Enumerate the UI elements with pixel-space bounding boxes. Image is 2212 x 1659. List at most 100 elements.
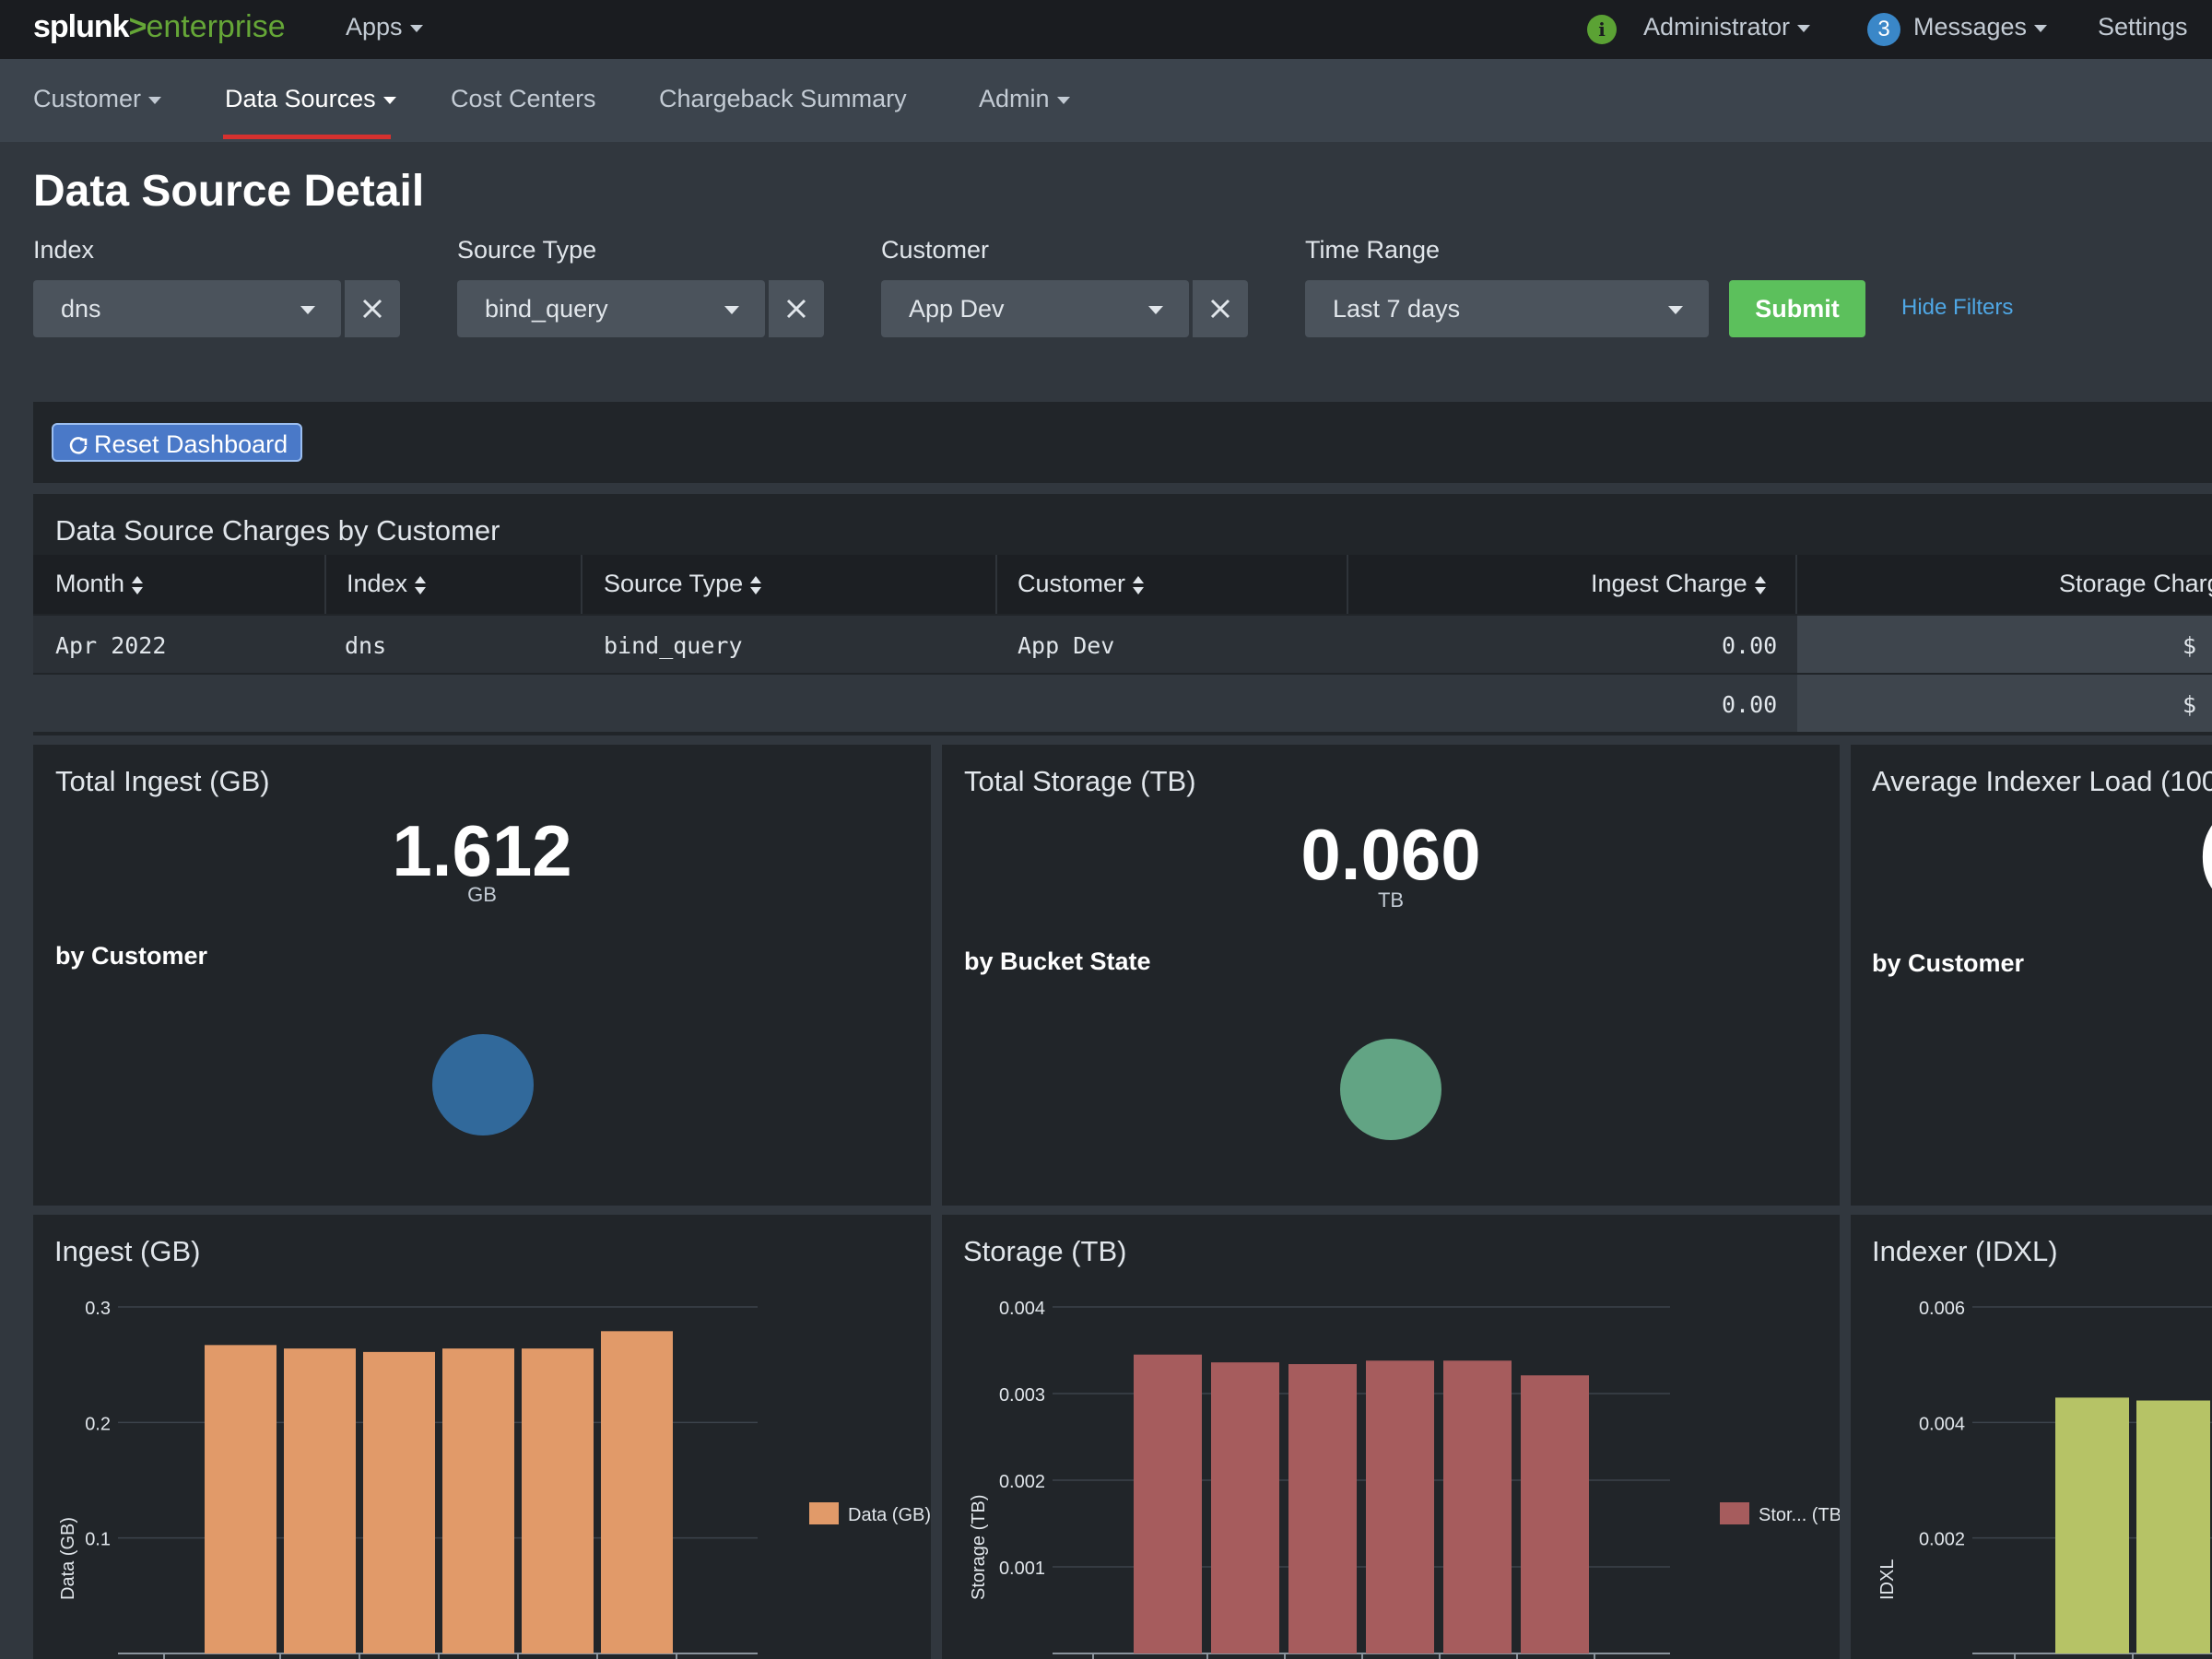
y-tick-label: 0.004 [1919, 1414, 1965, 1434]
indexer-chart-title: Indexer (IDXL) [1872, 1235, 2058, 1267]
sort-icon [1754, 575, 1766, 594]
column-header-month[interactable]: Month [55, 570, 144, 598]
ingest-by-customer-heading: by Customer [55, 942, 208, 970]
total-storage-title: Total Storage (TB) [964, 765, 1196, 797]
sort-icon [750, 575, 762, 594]
ingest-pie-slice[interactable] [432, 1034, 534, 1135]
close-icon [1210, 299, 1230, 319]
storage-chart-title: Storage (TB) [963, 1235, 1127, 1267]
bar[interactable] [522, 1348, 594, 1653]
apps-menu-label: Apps [346, 13, 403, 41]
indexer-load-value: ( [2199, 809, 2212, 893]
source-type-select[interactable]: bind_query [457, 280, 765, 337]
sort-icon [415, 575, 427, 594]
nav-item-chargeback-summary[interactable]: Chargeback Summary [659, 85, 907, 112]
apps-menu[interactable]: Apps [346, 13, 423, 41]
column-header-customer[interactable]: Customer [1018, 570, 1145, 598]
legend-label[interactable]: Stor... (TB) [1759, 1505, 1840, 1525]
column-header-source-type[interactable]: Source Type [604, 570, 762, 598]
y-axis-label: Storage (TB) [969, 1495, 989, 1600]
index-select[interactable]: dns [33, 280, 341, 337]
splunk-logo[interactable]: splunk>enterprise [33, 9, 286, 44]
messages-count-badge[interactable]: 3 [1867, 13, 1900, 46]
source-type-clear-button[interactable] [767, 280, 824, 337]
sort-icon [132, 575, 144, 594]
legend-swatch[interactable] [809, 1502, 839, 1524]
bar[interactable] [1134, 1354, 1202, 1653]
nav-item-admin[interactable]: Admin [979, 85, 1070, 113]
cell-storage-charge: $ [2183, 632, 2197, 659]
nav-item-customer[interactable]: Customer [33, 85, 162, 113]
total-ingest-unit: GB [467, 883, 497, 906]
customer-clear-button[interactable] [1191, 280, 1248, 337]
ingest-chart-title: Ingest (GB) [54, 1235, 201, 1267]
y-tick-label: 0.002 [1919, 1530, 1965, 1550]
messages-menu-label: Messages [1913, 13, 2028, 41]
table-header [33, 555, 2212, 614]
y-tick-label: 0.006 [1919, 1299, 1965, 1319]
column-divider [324, 555, 326, 614]
time-range-select[interactable]: Last 7 days [1305, 280, 1709, 337]
bar[interactable] [1443, 1360, 1512, 1653]
reset-row [33, 402, 2212, 483]
total-storage-charge: $ [2183, 691, 2197, 718]
top-bar [0, 0, 2212, 59]
chevron-down-icon [1056, 96, 1070, 104]
y-tick-label: 0.3 [85, 1299, 111, 1319]
total-ingest-value: 1.612 [392, 810, 572, 891]
bar[interactable] [2055, 1397, 2129, 1653]
active-nav-indicator [223, 135, 391, 139]
user-menu[interactable]: Administrator [1643, 13, 1811, 41]
indexer-load-title: Average Indexer Load (100 [1872, 765, 2212, 797]
bar[interactable] [601, 1331, 673, 1653]
y-tick-label: 0.2 [85, 1414, 111, 1434]
sort-icon [1133, 575, 1145, 594]
column-header-storage-charge[interactable]: Storage Charg [2059, 570, 2212, 597]
time-range-filter-label: Time Range [1305, 236, 1441, 264]
messages-menu[interactable]: Messages [1913, 13, 2048, 41]
column-header-index[interactable]: Index [347, 570, 427, 598]
column-divider [581, 555, 582, 614]
source-type-select-value: bind_query [485, 295, 608, 323]
bar[interactable] [1288, 1364, 1357, 1653]
nav-item-cost-centers[interactable]: Cost Centers [451, 85, 596, 112]
storage-pie-slice[interactable] [1340, 1039, 1441, 1140]
app-nav-bar [0, 59, 2212, 142]
bar[interactable] [1521, 1375, 1589, 1653]
dropdown-arrow-icon [1148, 306, 1163, 314]
bar[interactable] [442, 1348, 514, 1653]
dropdown-arrow-icon [724, 306, 739, 314]
storage-chart-panel: Storage (TB) 0.001 0.002 0.003 0.004 Storage… [942, 1215, 1840, 1659]
bar[interactable] [205, 1345, 276, 1653]
total-ingest-charge: 0.00 [1722, 691, 1778, 718]
bar[interactable] [2136, 1400, 2210, 1653]
storage-by-bucket-state-heading: by Bucket State [964, 947, 1151, 975]
y-tick-label: 0.001 [999, 1559, 1045, 1579]
legend-swatch[interactable] [1720, 1502, 1749, 1524]
reset-dashboard-button[interactable]: Reset Dashboard [52, 423, 302, 462]
bar[interactable] [1211, 1362, 1279, 1653]
customer-select[interactable]: App Dev [881, 280, 1189, 337]
index-clear-button[interactable] [343, 280, 400, 337]
reset-dashboard-label: Reset Dashboard [94, 430, 288, 458]
close-icon [362, 299, 382, 319]
column-divider [1347, 555, 1348, 614]
submit-button[interactable]: Submit [1729, 280, 1865, 337]
nav-item-data-sources[interactable]: Data Sources [225, 85, 396, 113]
total-ingest-title: Total Ingest (GB) [55, 765, 270, 797]
hide-filters-link[interactable]: Hide Filters [1901, 295, 2014, 320]
dropdown-arrow-icon [1668, 306, 1683, 314]
bar[interactable] [363, 1351, 435, 1653]
chevron-down-icon [2034, 24, 2048, 32]
bar[interactable] [1366, 1360, 1434, 1653]
indexer-load-panel: Average Indexer Load (100 ( by Customer [1851, 745, 2212, 1206]
settings-menu[interactable]: Settings [2098, 13, 2188, 41]
column-header-ingest-charge[interactable]: Ingest Charge [1591, 570, 1766, 598]
storage-chart: 0.001 0.002 0.003 0.004 Storage (TB) Stor... … [969, 1299, 1840, 1659]
legend-label[interactable]: Data (GB) [848, 1505, 931, 1525]
ingest-chart-panel: Ingest (GB) 0.1 0.2 0.3 Data (GB) Data (GB) [33, 1215, 931, 1659]
cell-month: Apr 2022 [55, 632, 167, 659]
customer-select-value: App Dev [909, 295, 1005, 323]
bar[interactable] [284, 1348, 356, 1653]
settings-menu-label: Settings [2098, 13, 2188, 41]
